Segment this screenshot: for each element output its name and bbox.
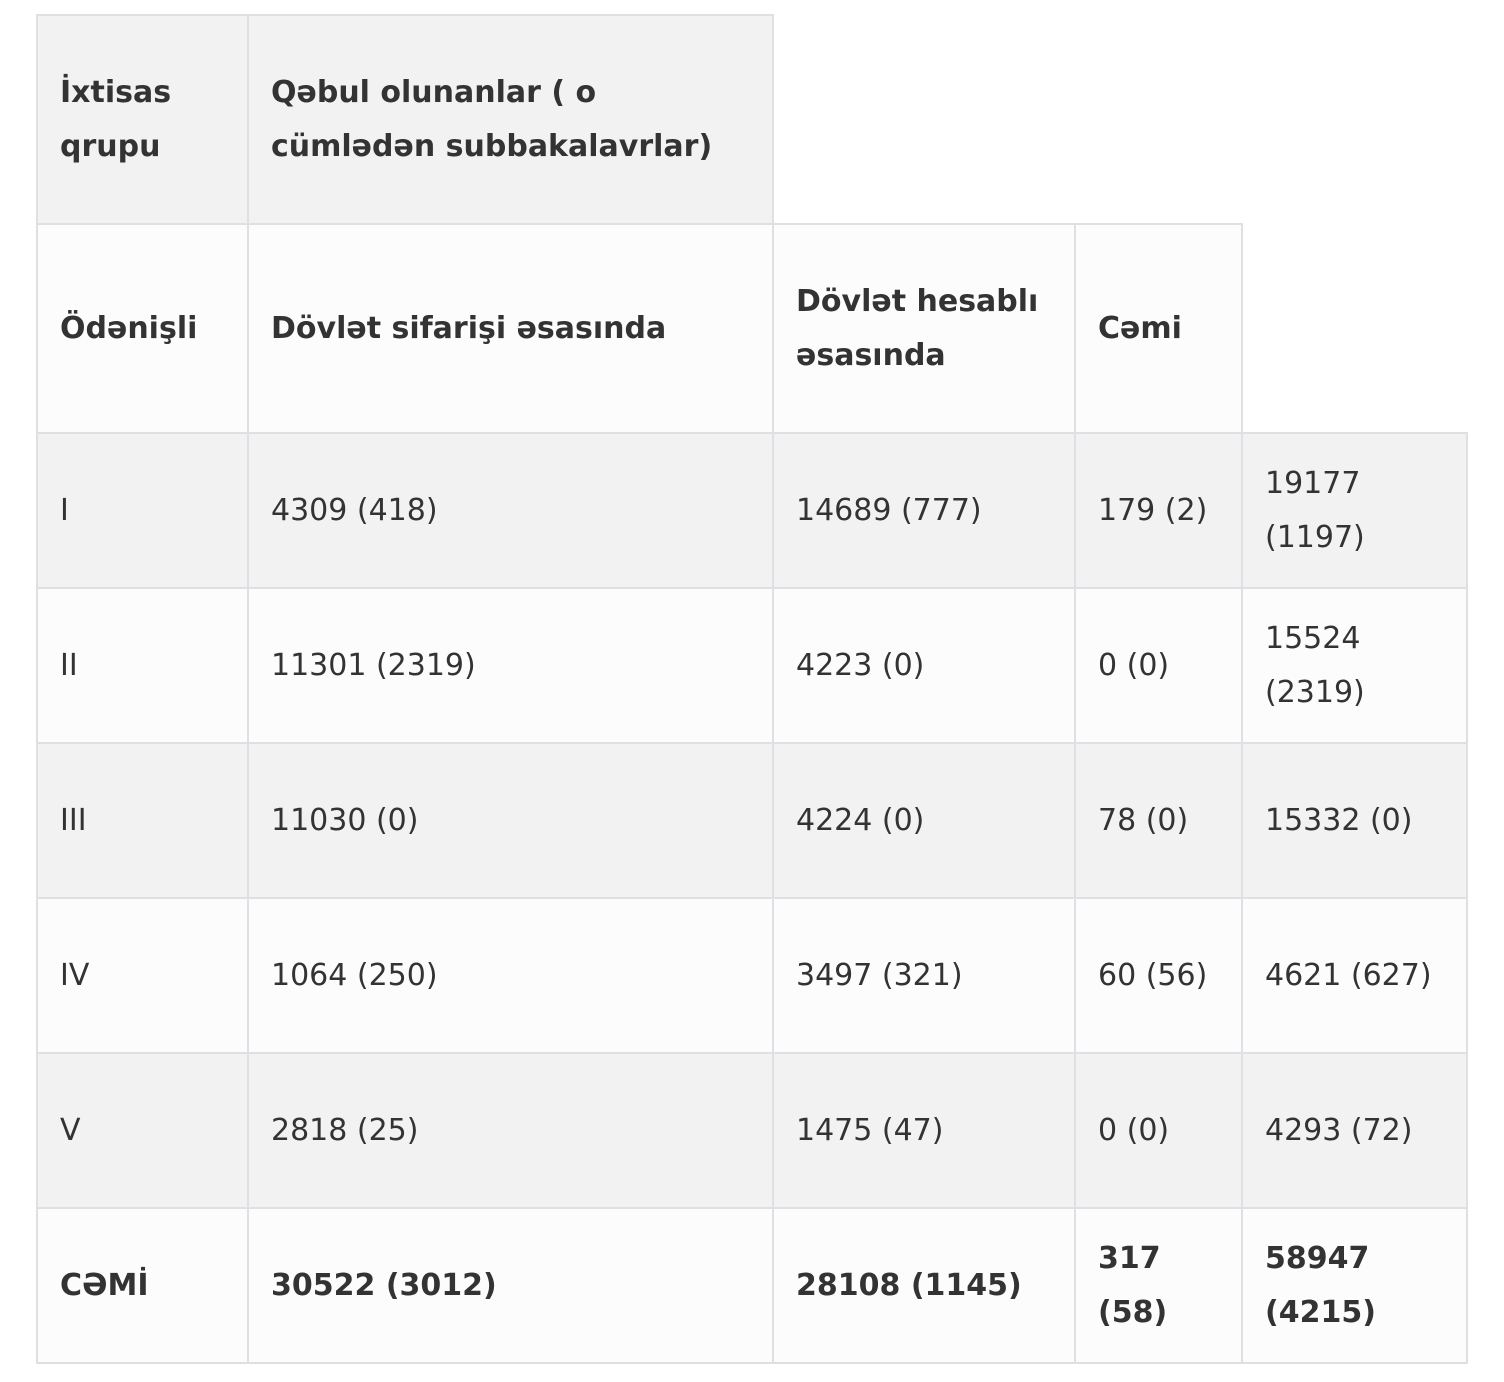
cell-text: 78 (0) [1098,802,1189,838]
table-cell: 15524 (2319) [1241,587,1468,744]
cell-text: 4293 (72) [1265,1112,1413,1148]
table-cell: 15332 (0) [1241,742,1468,899]
cell-text: II [60,647,78,683]
cell-text: 28108 (1145) [796,1267,1022,1303]
cell-text: 2818 (25) [271,1112,419,1148]
header-cell: Dövlət hesablı əsasında [772,223,1076,434]
cell-text: 15524 (2319) [1265,620,1365,710]
cell-text: 14689 (777) [796,492,982,528]
cell-text: Qəbul olunanlar ( o cümlədən subbakalavr… [271,74,713,164]
cell-text: 3497 (321) [796,957,963,993]
cell-text: 11030 (0) [271,802,419,838]
header-cell: Ödənişli [36,223,249,434]
cell-text: I [60,492,69,528]
header-cell: İxtisas qrupu [36,14,249,225]
cell-text: 1475 (47) [796,1112,944,1148]
cell-text: 30522 (3012) [271,1267,497,1303]
table-cell: 4293 (72) [1241,1052,1468,1209]
cell-text: 179 (2) [1098,492,1208,528]
cell-text: 60 (56) [1098,957,1208,993]
table-cell: 30522 (3012) [247,1207,774,1364]
cell-text: İxtisas qrupu [60,74,172,164]
table-cell: 4621 (627) [1241,897,1468,1054]
cell-text: 4621 (627) [1265,957,1432,993]
table-cell: 19177 (1197) [1241,432,1468,589]
cell-text: IV [60,957,90,993]
header-cell: Qəbul olunanlar ( o cümlədən subbakalavr… [247,14,774,225]
cell-text: Dövlət sifarişi əsasında [271,310,667,346]
table-cell: V [36,1052,249,1209]
table-cell: 1475 (47) [772,1052,1076,1209]
cell-text: 19177 (1197) [1265,465,1365,555]
table-cell: 60 (56) [1074,897,1243,1054]
table-cell: IV [36,897,249,1054]
cell-text: Dövlət hesablı əsasında [796,283,1039,373]
table-cell: 0 (0) [1074,587,1243,744]
table-cell: 11301 (2319) [247,587,774,744]
cell-text: Ödənişli [60,310,198,346]
cell-text: 58947 (4215) [1265,1240,1376,1330]
table-cell: 11030 (0) [247,742,774,899]
table-cell: 1064 (250) [247,897,774,1054]
header-cell: Cəmi [1074,223,1243,434]
table-cell: 14689 (777) [772,432,1076,589]
table-cell: 4223 (0) [772,587,1076,744]
cell-text: 317 (58) [1098,1240,1168,1330]
table-cell: 0 (0) [1074,1052,1243,1209]
cell-text: 4224 (0) [796,802,925,838]
cell-text: 11301 (2319) [271,647,476,683]
cell-text: III [60,802,87,838]
table-cell: I [36,432,249,589]
table-cell: 78 (0) [1074,742,1243,899]
table-cell: CƏMİ [36,1207,249,1364]
table-cell: 317 (58) [1074,1207,1243,1364]
table-cell: 3497 (321) [772,897,1076,1054]
cell-text: 4223 (0) [796,647,925,683]
cell-text: CƏMİ [60,1267,149,1303]
cell-text: 1064 (250) [271,957,438,993]
header-cell: Dövlət sifarişi əsasında [247,223,774,434]
table-cell: 58947 (4215) [1241,1207,1468,1364]
table-cell: III [36,742,249,899]
table-cell: 28108 (1145) [772,1207,1076,1364]
table-cell: 4224 (0) [772,742,1076,899]
cell-text: 4309 (418) [271,492,438,528]
table-cell: 2818 (25) [247,1052,774,1209]
cell-text: 0 (0) [1098,647,1170,683]
cell-text: 0 (0) [1098,1112,1170,1148]
cell-text: 15332 (0) [1265,802,1413,838]
table-cell: 179 (2) [1074,432,1243,589]
cell-text: V [60,1112,81,1148]
cell-text: Cəmi [1098,310,1182,346]
table-cell: II [36,587,249,744]
table-cell: 4309 (418) [247,432,774,589]
